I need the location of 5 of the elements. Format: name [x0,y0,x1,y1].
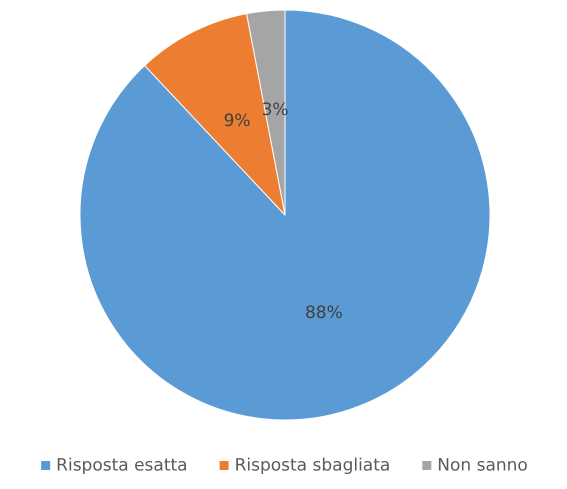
data-label: 88% [304,303,343,324]
legend-label: Non sanno [437,456,528,476]
data-label: 9% [224,111,251,131]
legend-label: Risposta esatta [56,456,188,476]
legend-label: Risposta sbagliata [234,456,390,476]
